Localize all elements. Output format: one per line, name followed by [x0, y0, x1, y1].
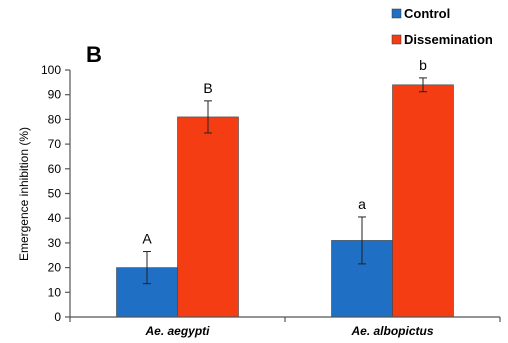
panel-label: B	[86, 42, 102, 67]
significance-letter: a	[358, 196, 366, 212]
legend-swatch-control	[391, 8, 402, 19]
y-axis-label: Emergence inhibition (%)	[17, 127, 31, 261]
significance-letter: B	[203, 80, 212, 96]
significance-letter: b	[419, 57, 427, 73]
legend-label-control: Control	[404, 6, 450, 21]
y-tick-label: 40	[48, 211, 62, 225]
x-category-label: Ae. albopictus	[350, 324, 433, 338]
error-bars	[143, 77, 427, 285]
y-tick-label: 90	[48, 88, 62, 102]
y-tick-label: 80	[48, 112, 62, 126]
y-tick-label: 10	[48, 285, 62, 299]
y-tick-label: 60	[48, 162, 62, 176]
y-tick-label: 50	[48, 187, 62, 201]
legend: Control Dissemination	[391, 6, 493, 47]
legend-label-dissemination: Dissemination	[404, 32, 493, 47]
bar-dissemination-1	[177, 116, 239, 318]
y-axis-ticks: 0 10 20 30 40 50 60 70 80 90 100	[41, 63, 70, 324]
legend-swatch-dissemination	[391, 34, 402, 45]
y-tick-label: 100	[41, 63, 61, 77]
y-tick-label: 70	[48, 137, 62, 151]
y-tick-label: 0	[54, 310, 61, 324]
y-tick-label: 30	[48, 236, 62, 250]
x-axis-ticks: Ae. aegypti Ae. albopictus	[69, 317, 501, 338]
significance-letter: A	[142, 231, 152, 247]
y-tick-label: 20	[48, 261, 62, 275]
bars	[116, 84, 454, 318]
bar-dissemination-2	[392, 84, 454, 318]
significance-letters: A Ba b	[142, 57, 427, 247]
x-category-label: Ae. aegypti	[144, 324, 210, 338]
